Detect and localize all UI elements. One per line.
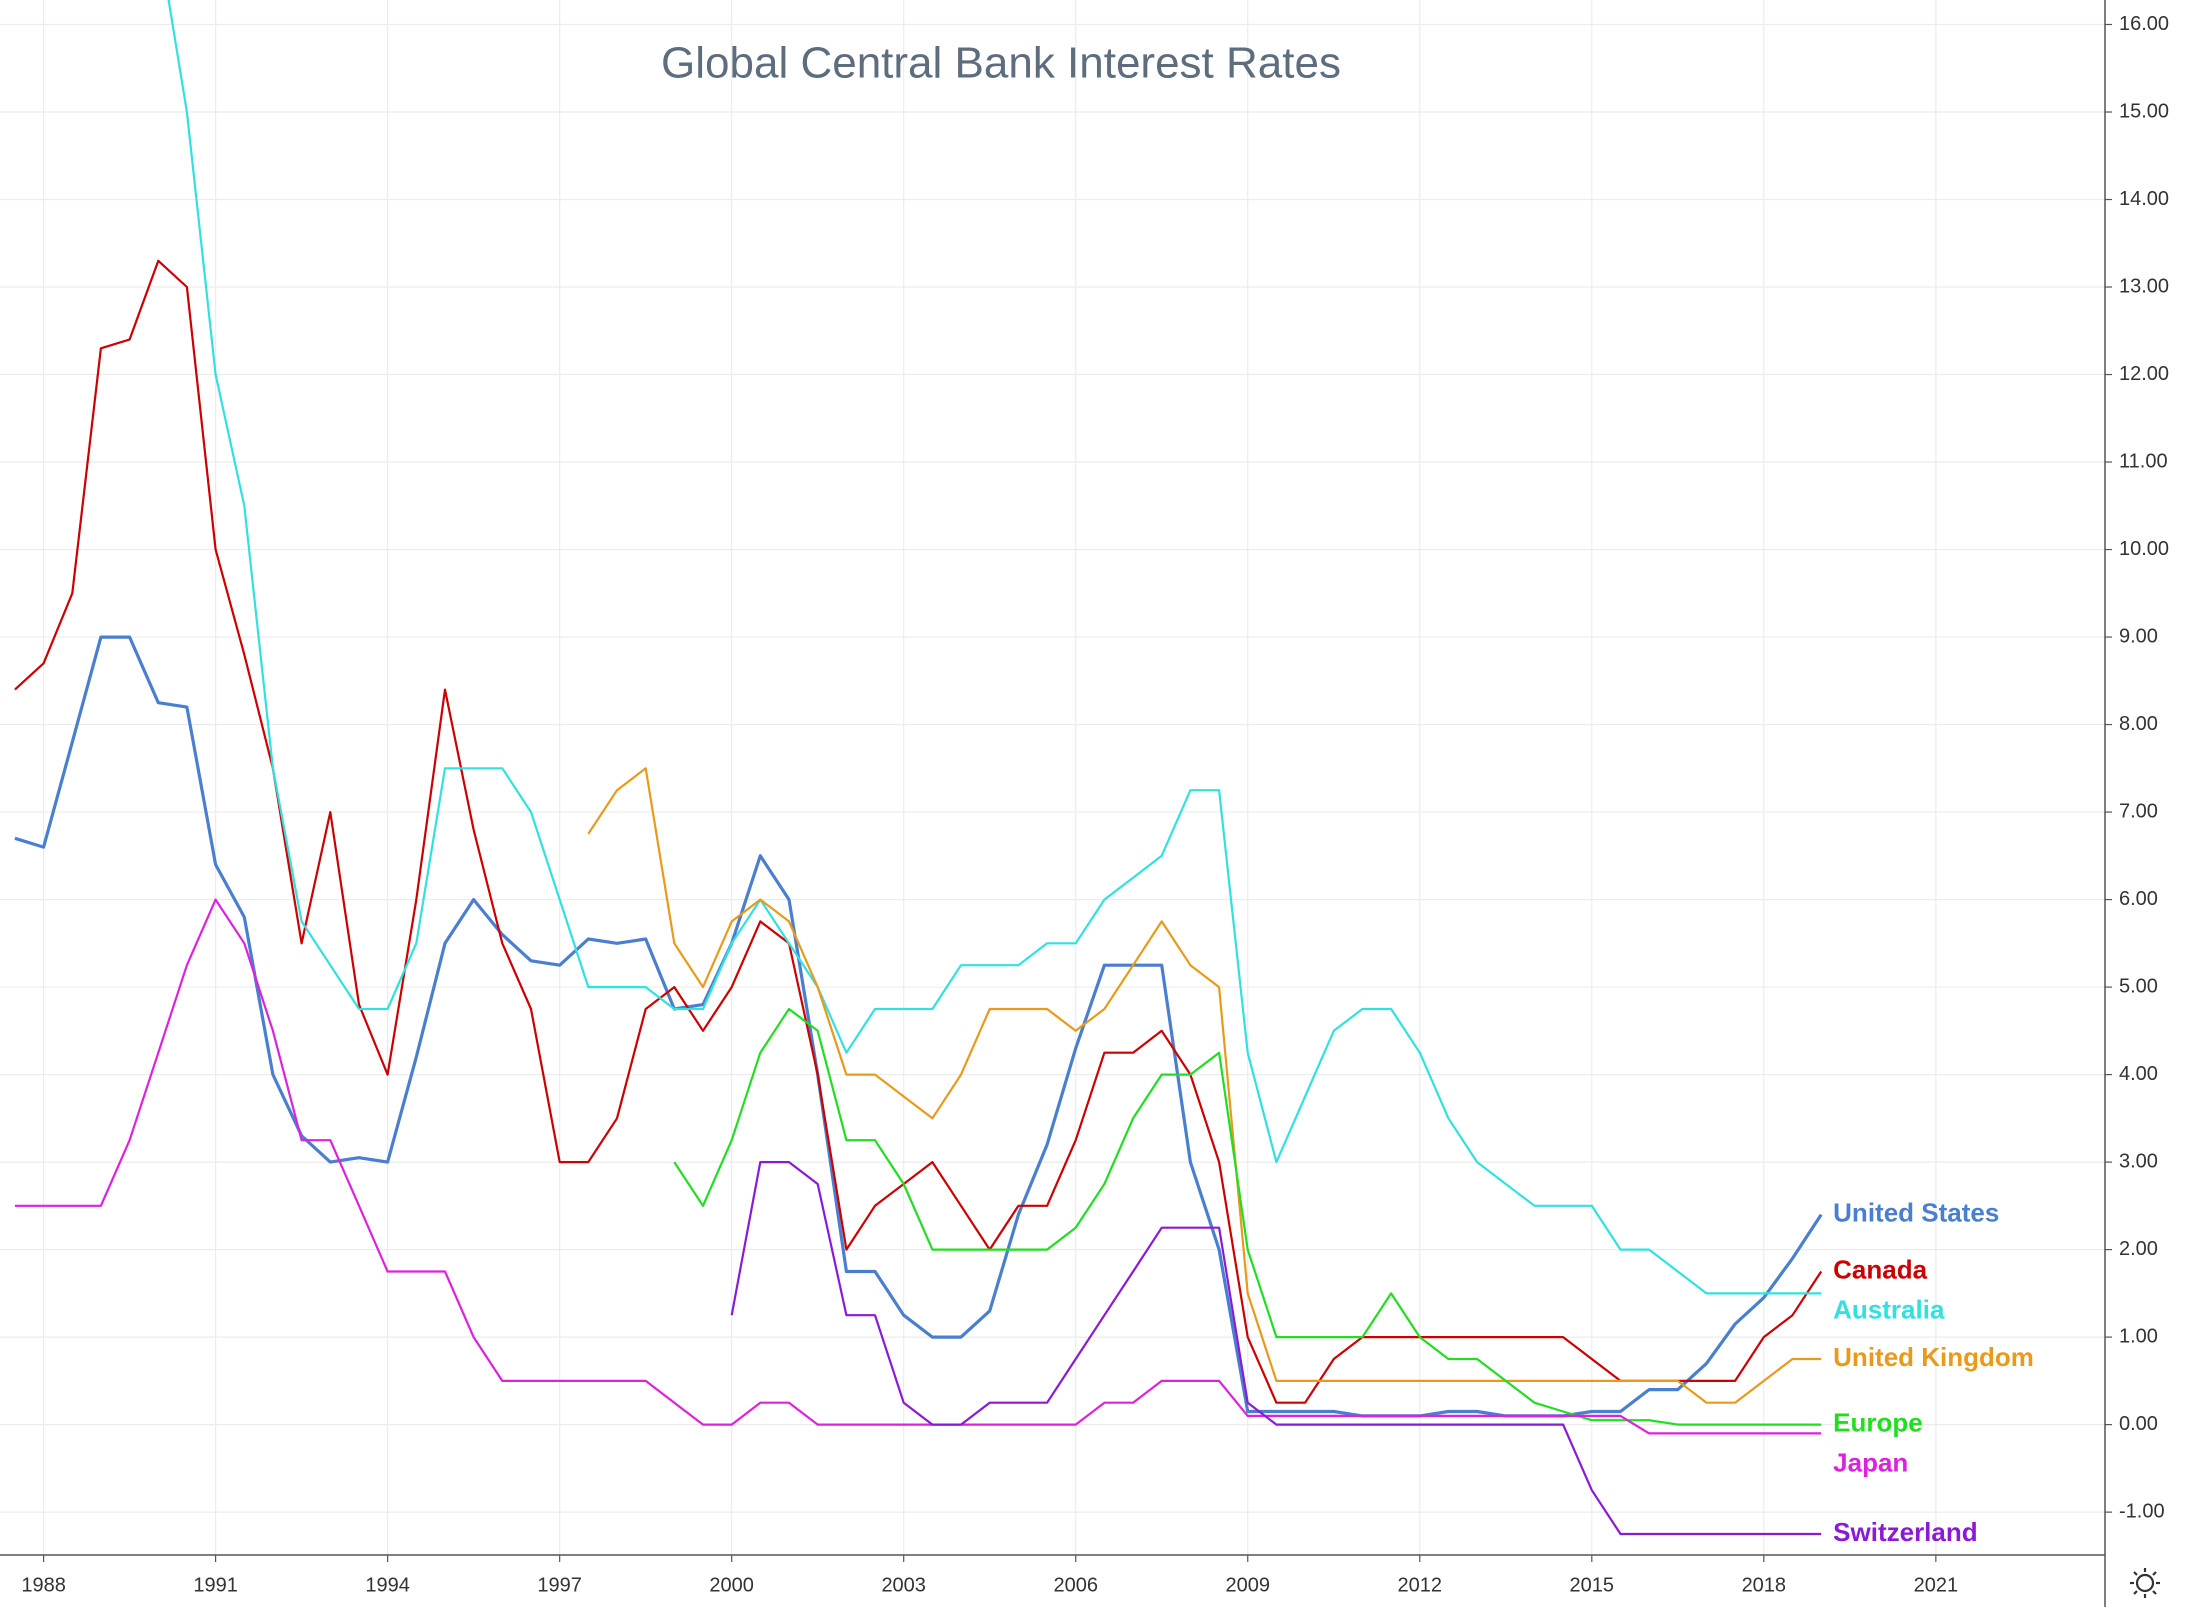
- plot-area: [14, 0, 1823, 1536]
- legend-label: Japan: [1833, 1447, 1908, 1477]
- x-tick-label: 2015: [1570, 1574, 1615, 1596]
- legend-label: Europe: [1833, 1407, 1923, 1437]
- y-tick-label: 14.00: [2119, 188, 2169, 210]
- series-line: [167, 0, 1822, 1295]
- legend-label: United States: [1833, 1197, 1999, 1227]
- y-tick-label: 13.00: [2119, 275, 2169, 297]
- y-tick-label: 15.00: [2119, 100, 2169, 122]
- y-tick-label: 4.00: [2119, 1063, 2158, 1085]
- legend-label: Switzerland: [1833, 1517, 1977, 1547]
- x-tick-label: 2009: [1225, 1574, 1270, 1596]
- series-line: [587, 767, 1822, 1404]
- x-tick-label: 2012: [1398, 1574, 1443, 1596]
- series-line: [730, 1161, 1822, 1536]
- x-tick-label: 2021: [1914, 1574, 1959, 1596]
- y-tick-label: 0.00: [2119, 1413, 2158, 1435]
- y-tick-label: 6.00: [2119, 888, 2158, 910]
- legend-label: Canada: [1833, 1254, 1927, 1284]
- x-tick-label: 1997: [537, 1574, 582, 1596]
- end-labels: United States Canada Australia United Kingd…: [1833, 1197, 2034, 1546]
- y-tick-label: 5.00: [2119, 975, 2158, 997]
- y-tick-label: 9.00: [2119, 625, 2158, 647]
- x-tick-label: 2006: [1053, 1574, 1098, 1596]
- y-tick-label: 1.00: [2119, 1325, 2158, 1347]
- x-tick-label: 1988: [21, 1574, 66, 1596]
- x-tick-label: 2000: [709, 1574, 754, 1596]
- x-tick-label: 1994: [365, 1574, 410, 1596]
- y-tick-label: 7.00: [2119, 800, 2158, 822]
- legend-label: United Kingdom: [1833, 1342, 2034, 1372]
- series-line: [14, 898, 1822, 1435]
- y-tick-label: 10.00: [2119, 538, 2169, 560]
- chart-title: Global Central Bank Interest Rates: [661, 39, 1341, 88]
- legend-label: Australia: [1833, 1294, 1945, 1324]
- x-tick-label: 1991: [193, 1574, 238, 1596]
- settings-icon[interactable]: [2130, 1568, 2160, 1598]
- y-tick-label: 2.00: [2119, 1238, 2158, 1260]
- y-tick-label: 12.00: [2119, 363, 2169, 385]
- y-tick-label: 16.00: [2119, 13, 2169, 35]
- y-tick-label: 8.00: [2119, 713, 2158, 735]
- y-tick-label: 11.00: [2119, 450, 2168, 472]
- series-line: [14, 635, 1823, 1418]
- series-line: [14, 259, 1823, 1404]
- x-tick-label: 2003: [881, 1574, 926, 1596]
- x-tick-label: 2018: [1742, 1574, 1787, 1596]
- y-tick-label: -1.00: [2119, 1500, 2165, 1522]
- y-tick-label: 3.00: [2119, 1150, 2158, 1172]
- series-line: [673, 1007, 1822, 1426]
